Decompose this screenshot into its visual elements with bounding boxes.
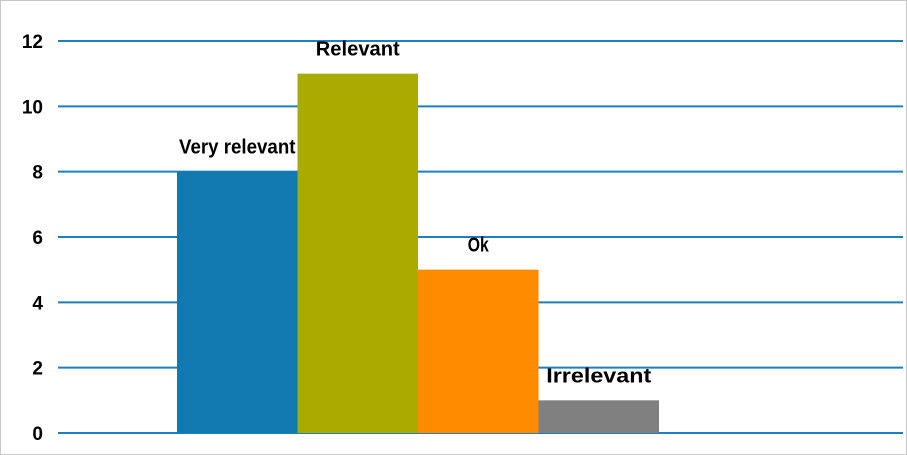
bar-data-label: Irrelevant: [546, 365, 651, 387]
y-tick-label: 12: [22, 32, 43, 53]
y-tick-label: 10: [22, 97, 43, 118]
y-tick-label: 6: [32, 228, 43, 249]
y-axis-ticks: 0 2 4 6 8 10 12: [22, 32, 44, 445]
y-tick-label: 0: [32, 424, 43, 445]
bars: [177, 73, 659, 434]
bar-ok: [418, 269, 539, 433]
bar-data-label: Ok: [468, 235, 490, 257]
bar-irrelevant: [538, 400, 659, 433]
bar-labels: Very relevant Relevant Ok Irrelevant: [179, 39, 652, 388]
y-tick-label: 2: [32, 359, 43, 380]
bar-data-label: Very relevant: [179, 137, 296, 159]
bar-data-label: Relevant: [316, 39, 400, 61]
y-tick-label: 4: [32, 293, 43, 314]
bar-relevant: [297, 73, 418, 434]
bar-very-relevant: [177, 171, 298, 433]
y-tick-label: 8: [32, 163, 43, 184]
